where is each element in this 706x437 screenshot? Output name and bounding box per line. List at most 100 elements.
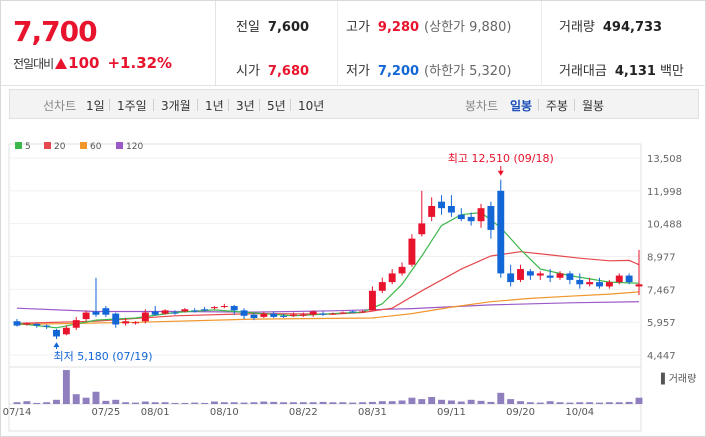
candle-body xyxy=(191,310,199,312)
candle-body xyxy=(319,313,327,315)
up-triangle-icon xyxy=(55,57,68,69)
chart-toolbar: 선차트 1일 1주일 3개월 1년 3년 5년 10년 봉차트 일봉 주봉 월봉 xyxy=(9,89,699,119)
prev-close-label: 전일 xyxy=(236,20,260,35)
high-value: 9,280 xyxy=(377,20,420,35)
x-tick-label: 09/11 xyxy=(437,407,466,418)
open-value: 7,680 xyxy=(267,64,310,79)
x-tick-label: 09/20 xyxy=(506,407,535,418)
candle-body xyxy=(299,314,307,316)
volume-bar xyxy=(457,401,465,404)
candle-body xyxy=(122,321,130,324)
ma60-line xyxy=(16,291,640,326)
volume-bar xyxy=(240,402,248,404)
volume-bar xyxy=(507,399,515,404)
candle-body xyxy=(586,282,594,285)
candle-body xyxy=(151,311,159,315)
candle-body xyxy=(141,312,149,322)
candle-body xyxy=(339,312,347,314)
volume-label: 거래량 xyxy=(559,20,595,35)
high-stat: 고가 9,280 (상한가 9,880) xyxy=(346,16,511,35)
volume-bar xyxy=(62,370,70,404)
candle-body xyxy=(418,223,426,235)
volume-value: 494,733 xyxy=(602,20,663,35)
candle-body xyxy=(359,311,367,313)
period-10y-button[interactable]: 10년 xyxy=(298,99,325,113)
volume-bar xyxy=(467,399,475,404)
volume-bar xyxy=(586,402,594,404)
volume-bar xyxy=(13,402,21,404)
candle-body xyxy=(507,273,515,283)
volume-bar xyxy=(625,401,633,404)
candle-body xyxy=(566,273,574,280)
candle-body xyxy=(23,323,31,325)
volume-bar xyxy=(181,402,189,404)
volume-bar xyxy=(477,400,485,404)
header-divider xyxy=(337,1,338,86)
ma20-line xyxy=(16,251,640,324)
volume-bar xyxy=(270,401,278,404)
volume-bar xyxy=(615,402,623,404)
candle-body xyxy=(467,216,475,222)
candle-body xyxy=(378,282,386,291)
period-5y-button[interactable]: 5년 xyxy=(267,99,286,113)
candle-body xyxy=(497,190,505,274)
candle-body xyxy=(62,327,70,335)
candle-body xyxy=(438,201,445,209)
volume-bar xyxy=(102,400,110,404)
volume-label: ▌거래량 xyxy=(660,372,696,385)
volume-bar xyxy=(418,399,426,404)
candle-body xyxy=(447,206,455,213)
low-arrow-head xyxy=(53,342,60,348)
candle-body xyxy=(13,321,21,326)
volume-bar xyxy=(388,401,396,404)
low-label: 저가 xyxy=(346,64,370,79)
candle-body xyxy=(161,310,169,314)
low-value: 7,200 xyxy=(377,64,420,79)
current-price: 7,700 xyxy=(13,15,98,48)
candle-daily-button[interactable]: 일봉 xyxy=(510,99,533,113)
candlestick-chart[interactable]: 13,508 11,998 10,488 8,977 7,467 5,957 4,447 5 2… xyxy=(1,136,706,437)
amount-stat: 거래대금 4,131 백만 xyxy=(559,60,684,79)
candle-body xyxy=(457,214,465,220)
candle-monthly-button[interactable]: 월봉 xyxy=(582,99,605,113)
volume-bar xyxy=(82,397,90,404)
change-label: 전일대비 xyxy=(13,56,54,71)
change-value: 100 xyxy=(68,54,100,72)
candle-body xyxy=(596,282,603,287)
candle-body xyxy=(556,273,564,278)
candle-body xyxy=(388,273,396,283)
candle-body xyxy=(260,313,268,317)
period-1w-button[interactable]: 1주일 xyxy=(117,99,147,113)
period-1y-button[interactable]: 1년 xyxy=(205,99,224,113)
high-arrow-head xyxy=(497,170,504,176)
volume-bar xyxy=(92,391,100,404)
candle-weekly-button[interactable]: 주봉 xyxy=(546,99,569,113)
y-tick-label: 5,957 xyxy=(647,318,676,329)
volume-bar xyxy=(566,402,574,404)
candle-body xyxy=(211,307,218,309)
legend-swatch xyxy=(80,142,87,149)
amount-value: 4,131 xyxy=(614,64,656,79)
candle-body xyxy=(220,306,228,308)
period-3m-button[interactable]: 3개월 xyxy=(161,99,191,113)
period-3y-button[interactable]: 3년 xyxy=(236,99,255,113)
price-box: 7,700 전일대비 100 +1.32% xyxy=(1,1,216,86)
volume-bar xyxy=(329,402,337,404)
quote-header: 7,700 전일대비 100 +1.32% 전일 7,600 시가 7,680 … xyxy=(1,1,706,86)
candle-body xyxy=(398,266,406,274)
volume-bar xyxy=(43,402,51,404)
legend-swatch xyxy=(44,142,51,149)
candle-body xyxy=(230,306,238,311)
volume-bar xyxy=(220,402,228,404)
volume-bar xyxy=(526,402,534,404)
y-tick-label: 4,447 xyxy=(647,351,676,362)
candle-body xyxy=(517,269,524,280)
volume-bar xyxy=(398,400,406,404)
candle-body xyxy=(82,312,90,320)
header-divider xyxy=(541,1,542,86)
volume-bar xyxy=(191,402,199,404)
legend-label: 120 xyxy=(126,142,143,152)
period-1d-button[interactable]: 1일 xyxy=(86,99,105,113)
volume-bar xyxy=(635,397,643,404)
volume-bar xyxy=(319,401,327,404)
